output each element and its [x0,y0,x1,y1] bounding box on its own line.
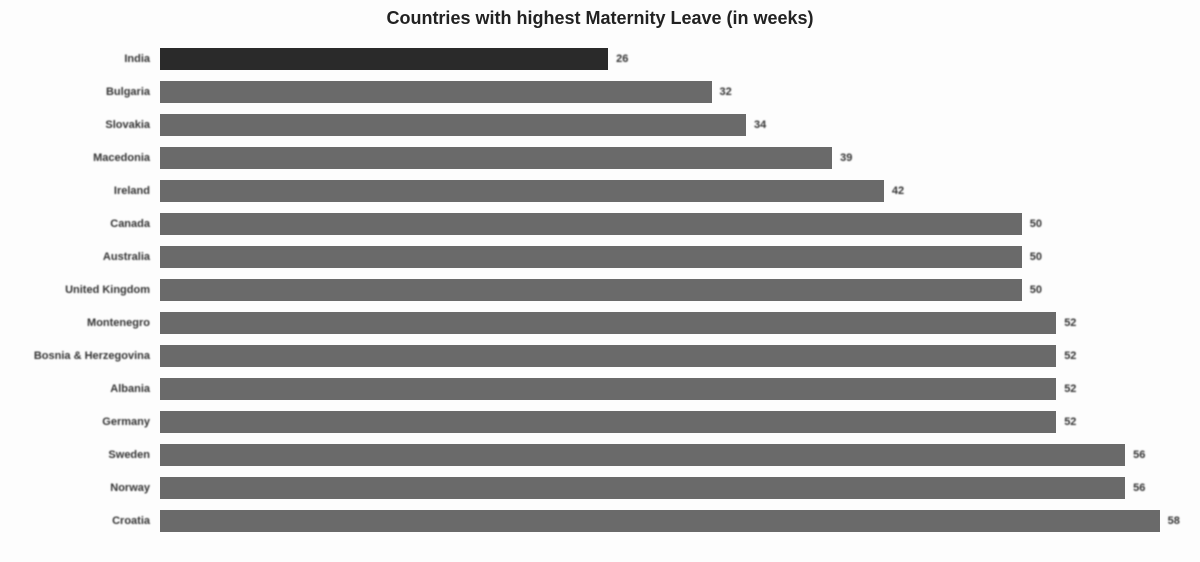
chart-row: Bulgaria32 [20,80,1180,104]
chart-row: Norway56 [20,476,1180,500]
bar: 26 [160,48,608,70]
bar: 50 [160,279,1022,301]
category-label: Montenegro [20,317,160,329]
category-label: Albania [20,383,160,395]
chart-row: India26 [20,47,1180,71]
bar: 39 [160,147,832,169]
bar: 56 [160,477,1125,499]
bar: 52 [160,345,1056,367]
chart-row: Canada50 [20,212,1180,236]
bar-track: 34 [160,114,1180,136]
bar: 58 [160,510,1160,532]
chart-row: Macedonia39 [20,146,1180,170]
value-label: 42 [892,185,904,197]
category-label: Bulgaria [20,86,160,98]
category-label: Germany [20,416,160,428]
chart-row: Bosnia & Herzegovina52 [20,344,1180,368]
bar-track: 56 [160,444,1180,466]
value-label: 39 [840,152,852,164]
bar: 42 [160,180,884,202]
value-label: 56 [1133,482,1145,494]
bar: 32 [160,81,712,103]
chart-row: Croatia58 [20,509,1180,533]
value-label: 50 [1030,218,1042,230]
chart-row: Slovakia34 [20,113,1180,137]
bar-track: 26 [160,48,1180,70]
value-label: 32 [720,86,732,98]
bar-track: 52 [160,378,1180,400]
value-label: 34 [754,119,766,131]
bar-track: 56 [160,477,1180,499]
bar: 50 [160,246,1022,268]
category-label: Norway [20,482,160,494]
bar-track: 58 [160,510,1180,532]
chart-row: Albania52 [20,377,1180,401]
chart-row: United Kingdom50 [20,278,1180,302]
bar-track: 32 [160,81,1180,103]
bar: 52 [160,312,1056,334]
bar: 52 [160,411,1056,433]
value-label: 52 [1064,317,1076,329]
value-label: 52 [1064,350,1076,362]
chart-row: Sweden56 [20,443,1180,467]
category-label: Croatia [20,515,160,527]
bar-track: 52 [160,312,1180,334]
bar-track: 39 [160,147,1180,169]
bar-track: 42 [160,180,1180,202]
value-label: 50 [1030,284,1042,296]
value-label: 56 [1133,449,1145,461]
category-label: Macedonia [20,152,160,164]
category-label: Canada [20,218,160,230]
bar-track: 52 [160,411,1180,433]
category-label: Ireland [20,185,160,197]
category-label: United Kingdom [20,284,160,296]
bar-track: 52 [160,345,1180,367]
chart-row: Ireland42 [20,179,1180,203]
category-label: Australia [20,251,160,263]
value-label: 52 [1064,416,1076,428]
value-label: 58 [1168,515,1180,527]
bar: 56 [160,444,1125,466]
bar-track: 50 [160,213,1180,235]
category-label: Bosnia & Herzegovina [20,350,160,362]
chart-title: Countries with highest Maternity Leave (… [20,8,1180,29]
chart-row: Montenegro52 [20,311,1180,335]
bar-chart: India26Bulgaria32Slovakia34Macedonia39Ir… [20,47,1180,533]
bar: 34 [160,114,746,136]
category-label: Sweden [20,449,160,461]
chart-row: Australia50 [20,245,1180,269]
bar: 50 [160,213,1022,235]
bar-track: 50 [160,279,1180,301]
category-label: India [20,53,160,65]
category-label: Slovakia [20,119,160,131]
value-label: 50 [1030,251,1042,263]
bar: 52 [160,378,1056,400]
value-label: 26 [616,53,628,65]
value-label: 52 [1064,383,1076,395]
chart-row: Germany52 [20,410,1180,434]
bar-track: 50 [160,246,1180,268]
